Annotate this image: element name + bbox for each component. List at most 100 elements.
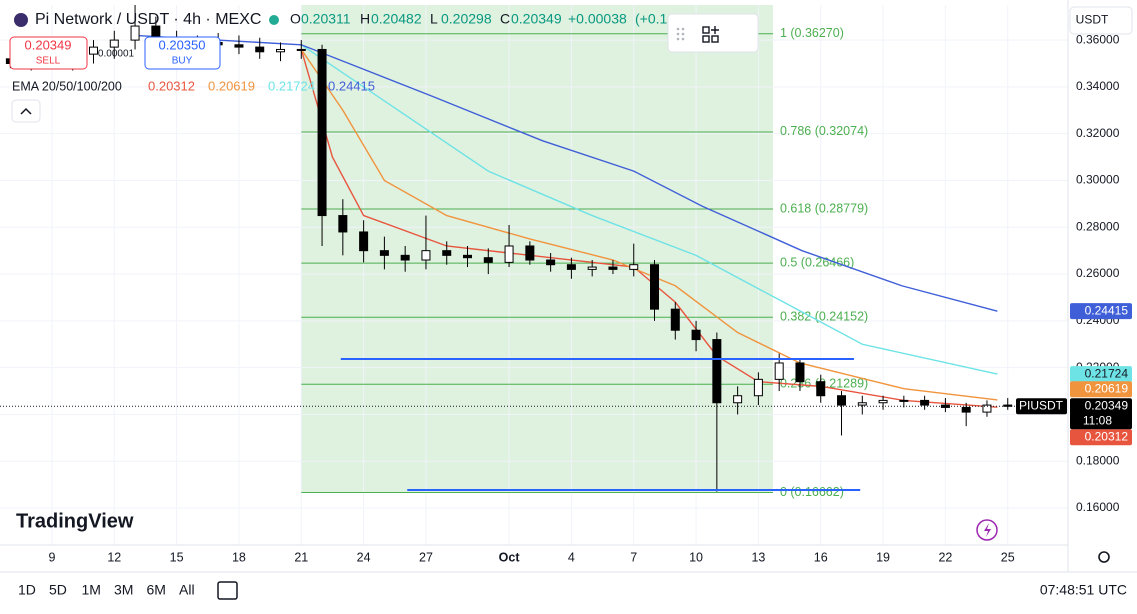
candle-body — [400, 254, 410, 261]
ohlc-key: H — [360, 11, 370, 27]
buy-price[interactable]: 0.20350 — [159, 37, 206, 52]
fib-label: 0.382 (0.24152) — [780, 310, 868, 324]
x-tick-label: 21 — [294, 550, 308, 564]
logo[interactable]: TradingView — [16, 510, 134, 532]
candle-body — [629, 264, 639, 270]
clock: 07:48:51 UTC — [1040, 582, 1127, 598]
x-tick-label: 24 — [357, 550, 371, 564]
currency[interactable]: USDT — [1076, 13, 1109, 27]
candle-body — [587, 266, 597, 270]
candle-body — [296, 48, 306, 51]
x-tick-label: 9 — [48, 550, 55, 564]
candle-body — [89, 46, 99, 55]
candle-body — [961, 406, 971, 413]
fib-label: 0.618 (0.28779) — [780, 201, 868, 215]
drag-handle — [676, 27, 685, 41]
ema-badge — [1070, 303, 1132, 320]
y-tick-label: 0.16000 — [1076, 500, 1120, 514]
ema-badge — [1070, 429, 1132, 446]
collapse-button[interactable] — [11, 99, 41, 123]
x-tick-label: 4 — [568, 550, 575, 564]
range-button[interactable]: 6M — [147, 582, 166, 598]
ema-badge — [1070, 366, 1132, 383]
y-tick-label: 0.36000 — [1076, 32, 1120, 46]
candle-body — [816, 381, 826, 397]
x-tick-label: 7 — [630, 550, 637, 564]
candle-body — [670, 308, 680, 331]
x-tick-label: 15 — [170, 550, 184, 564]
fib-zone — [301, 5, 773, 493]
candle-body — [421, 250, 431, 261]
ohlc-value: 0.20311 — [301, 11, 351, 27]
candle-body — [1003, 404, 1013, 407]
x-tick-label: 19 — [876, 550, 890, 564]
x-tick-label: 27 — [419, 550, 433, 564]
buy-button[interactable] — [144, 36, 221, 70]
candle-body — [566, 264, 576, 270]
range-button[interactable]: 1M — [82, 582, 101, 598]
ema-value: 0.20619 — [208, 78, 255, 93]
candle-body — [899, 399, 909, 402]
range-button[interactable]: All — [179, 582, 195, 598]
lightning-button[interactable] — [976, 519, 998, 541]
x-tick-label: 25 — [1001, 550, 1015, 564]
candle-body — [795, 362, 805, 383]
candle-body — [691, 329, 701, 341]
ema-value: 0.21724 — [268, 78, 315, 93]
candle-body — [650, 264, 660, 310]
candle-body — [920, 399, 930, 406]
x-tick-label: 16 — [814, 550, 828, 564]
x-tick-label: Oct — [499, 550, 521, 564]
range-button[interactable]: 3M — [114, 582, 133, 598]
status-dot — [269, 15, 279, 25]
settings-icon[interactable] — [1098, 551, 1110, 563]
candle-body — [276, 48, 286, 53]
ema-badge-text: 0.24415 — [1085, 303, 1129, 317]
candle-body — [878, 399, 888, 404]
currency-select[interactable] — [1069, 6, 1133, 35]
candle-body — [379, 250, 389, 256]
x-tick-label: 13 — [751, 550, 765, 564]
price-badge-text: 0.20349 — [1085, 398, 1129, 412]
ema-badge-text: 0.21724 — [1085, 366, 1129, 380]
candle-body — [255, 46, 265, 53]
candle-body — [130, 25, 140, 41]
sell-price[interactable]: 0.20349 — [25, 37, 72, 52]
range-button[interactable]: 1D — [18, 582, 36, 598]
symbol-tag-text: PIUSDT — [1019, 398, 1064, 412]
y-tick-label: 0.18000 — [1076, 453, 1120, 467]
candle-body — [712, 339, 722, 404]
sell-label[interactable]: SELL — [36, 56, 61, 67]
chevron — [20, 107, 32, 115]
ema-line — [135, 34, 998, 312]
y-tick-label: 0.28000 — [1076, 219, 1120, 233]
y-tick-label: 0.26000 — [1076, 266, 1120, 280]
candle-body — [982, 404, 992, 413]
toolbar[interactable] — [667, 13, 759, 53]
ema-badge — [1070, 381, 1132, 398]
ohlc-value: 0.20349 — [511, 11, 562, 27]
ohlc-key: O — [290, 11, 301, 27]
spread: 0.00001 — [98, 49, 135, 60]
candle-body — [359, 231, 369, 252]
x-tick-label: 12 — [107, 550, 121, 564]
ohlc-value: 0.20482 — [371, 11, 422, 27]
candle-body — [338, 215, 348, 233]
layout-icon[interactable] — [702, 26, 719, 43]
ohlc-key: L — [430, 11, 438, 27]
candle-body — [774, 362, 784, 380]
sell-button[interactable] — [9, 36, 88, 70]
plot: 1 (0.36270) 0.786 (0.32074) 0.618 (0.28779… — [0, 5, 1068, 545]
fib-label: 0 (0.16662) — [780, 485, 844, 499]
symbol-title[interactable]: Pi Network / USDT · 4h · MEXC — [35, 11, 261, 28]
buy-label[interactable]: BUY — [172, 56, 193, 67]
candle-body — [546, 259, 556, 266]
candle-body — [463, 254, 473, 259]
range-button[interactable]: 5D — [49, 582, 67, 598]
ema-value: 0.24415 — [328, 78, 375, 93]
date-range-icon[interactable] — [217, 581, 238, 600]
coin-icon — [14, 13, 28, 27]
fib-label: 0.786 (0.32074) — [780, 124, 868, 138]
